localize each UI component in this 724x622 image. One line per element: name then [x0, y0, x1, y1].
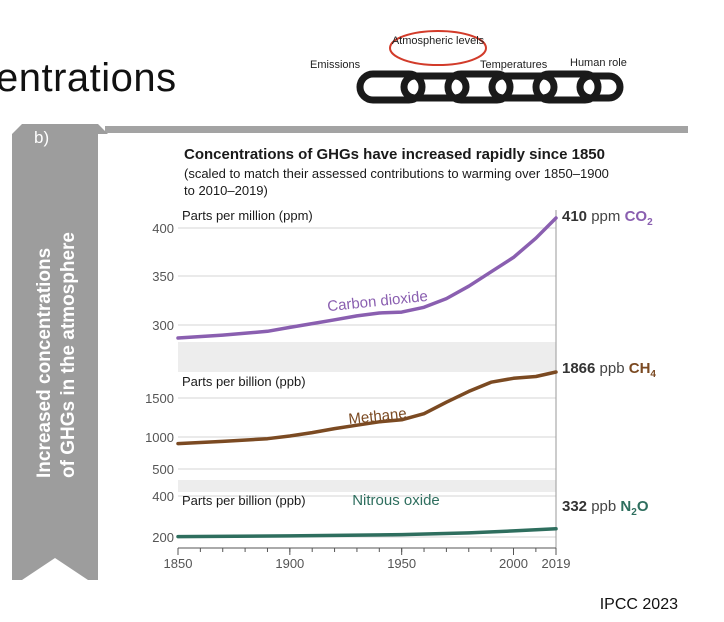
chart-heading: Concentrations of GHGs have increased ra…: [184, 146, 605, 163]
chain-label-temperatures: Temperatures: [480, 59, 548, 71]
chain-link: [356, 70, 426, 104]
side-title-line1: Increased concentrations: [34, 248, 55, 478]
series-line-carbon-dioxide: [176, 216, 558, 340]
chain-label-atmospheric: Atmospheric levels: [392, 35, 485, 47]
series-name-label: Nitrous oxide: [352, 492, 440, 509]
causal-chain: Emissions Atmospheric levels Temperature…: [310, 30, 627, 104]
chain-label-emissions: Emissions: [310, 59, 361, 71]
chain-links: [356, 70, 624, 104]
series-line-nitrous-oxide: [176, 527, 558, 539]
y-tick-label: 200: [152, 530, 174, 545]
unit-label: Parts per billion (ppb): [182, 374, 306, 389]
slide-title: entrations: [0, 56, 177, 100]
chain-link: [444, 70, 514, 104]
y-tick-label: 1500: [145, 391, 174, 406]
chain-link: [488, 72, 558, 102]
y-tick-label: 1000: [145, 430, 174, 445]
end-value-label: 410 ppm CO2: [562, 208, 653, 228]
end-value-label: 332 ppb N2O: [562, 498, 649, 518]
y-tick-label: 350: [152, 269, 174, 284]
y-tick-label: 400: [152, 221, 174, 236]
x-tick-label: 1950: [387, 556, 416, 571]
chain-label-human-role: Human role: [570, 57, 627, 69]
x-tick-label: 1900: [275, 556, 304, 571]
series-line-methane: [176, 370, 558, 446]
chart-subheading-1: (scaled to match their assessed contribu…: [184, 166, 609, 181]
panel-label: b): [34, 128, 49, 147]
x-tick-label: 2019: [542, 556, 571, 571]
band-gap: [178, 342, 556, 372]
n2o-band: [178, 492, 556, 548]
chain-link: [400, 72, 470, 102]
highlight-ellipse: [389, 30, 487, 66]
y-tick-label: 400: [152, 489, 174, 504]
co2-band: [178, 210, 556, 340]
x-tick-label: 2000: [499, 556, 528, 571]
panel-top-rule: [105, 126, 688, 133]
x-tick-label: 1850: [164, 556, 193, 571]
x-axis: 1850 1900 1950 2000 2019: [164, 547, 571, 571]
chain-link: [532, 70, 602, 104]
side-panel: [12, 124, 108, 580]
side-panel-notch: [22, 558, 88, 580]
end-value-label: 1866 ppb CH4: [562, 360, 656, 380]
chain-link: [576, 72, 624, 102]
side-title-line2: of GHGs in the atmosphere: [58, 232, 79, 478]
y-tick-label: 300: [152, 318, 174, 333]
unit-label: Parts per billion (ppb): [182, 493, 306, 508]
series-name-label: Methane: [348, 405, 408, 428]
y-tick-label: 500: [152, 462, 174, 477]
band-gap: [178, 480, 556, 492]
chart-subheading-2: to 2010–2019): [184, 183, 268, 198]
attribution: IPCC 2023: [599, 596, 678, 613]
ch4-band: [178, 372, 556, 480]
unit-label: Parts per million (ppm): [182, 208, 313, 223]
